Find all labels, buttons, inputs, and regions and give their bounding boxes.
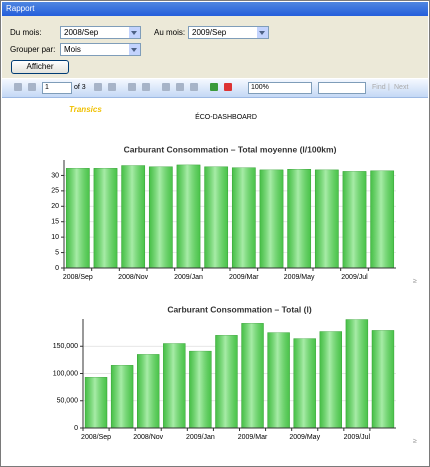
- y-tick-label: 30: [51, 172, 59, 179]
- stop-button[interactable]: [142, 83, 150, 91]
- page-marker: ≥: [413, 278, 417, 285]
- to-select[interactable]: 2009/Sep: [188, 26, 269, 39]
- from-value: 2008/Sep: [64, 28, 99, 37]
- from-select[interactable]: 2008/Sep: [60, 26, 141, 39]
- bar-shine: [85, 377, 107, 428]
- find-button[interactable]: Find: [372, 84, 386, 91]
- pdf-export-button[interactable]: [224, 83, 232, 91]
- x-tick-label: 2009/Jan: [174, 274, 203, 281]
- bar-shine: [241, 323, 264, 428]
- y-tick-label: 10: [51, 234, 59, 241]
- y-tick-label: 5: [55, 249, 59, 256]
- bar-shine: [215, 335, 238, 428]
- chart-title: Carburant Consommation – Total moyenne (…: [124, 144, 337, 154]
- x-tick-label: 2008/Sep: [81, 434, 111, 441]
- report-title: ÉCO-DASHBOARD: [195, 112, 257, 121]
- bar-shine: [121, 165, 145, 268]
- report-charts: Transics ÉCO-DASHBOARD ≥ ≥ Carburant Con…: [51, 105, 417, 445]
- bar-shine: [342, 171, 367, 268]
- x-tick-label: 2009/Jul: [341, 274, 368, 281]
- report-toolbar: 1 of 3 100% Find | Next: [2, 79, 428, 98]
- y-tick-label: 20: [51, 203, 59, 210]
- separator: |: [388, 84, 390, 91]
- bar-shine: [149, 166, 173, 268]
- bar-shine: [293, 338, 316, 428]
- x-tick-label: 2009/Jul: [344, 434, 371, 441]
- zoom-value: 100%: [251, 84, 269, 91]
- last-page-button[interactable]: [108, 83, 116, 91]
- bar-shine: [189, 351, 212, 428]
- y-tick-label: 15: [51, 219, 59, 226]
- bar-shine: [93, 168, 118, 268]
- next-page-button[interactable]: [94, 83, 102, 91]
- x-tick-label: 2009/Mar: [229, 274, 259, 281]
- zoom-select[interactable]: 100%: [248, 82, 312, 94]
- bar-shine: [204, 166, 228, 268]
- window-title: Rapport: [2, 2, 428, 16]
- first-page-button[interactable]: [14, 83, 22, 91]
- report-area: Transics ÉCO-DASHBOARD ≥ ≥ Carburant Con…: [7, 105, 423, 461]
- page-setup-button[interactable]: [190, 83, 198, 91]
- x-tick-label: 2008/Nov: [133, 434, 163, 441]
- chart-title: Carburant Consommation – Total (l): [167, 304, 312, 314]
- bar-shine: [111, 365, 134, 428]
- bar-shine: [315, 169, 339, 268]
- page-number: 1: [45, 84, 49, 91]
- y-tick-label: 25: [51, 188, 59, 195]
- x-tick-label: 2008/Sep: [63, 274, 93, 281]
- logo: Transics: [69, 105, 102, 114]
- group-label: Grouper par:: [10, 45, 56, 54]
- x-tick-label: 2009/May: [289, 434, 320, 441]
- to-value: 2009/Sep: [192, 28, 227, 37]
- bar-shine: [232, 167, 256, 268]
- bar-shine: [66, 168, 90, 268]
- x-tick-label: 2009/Jan: [186, 434, 215, 441]
- bar-shine: [319, 331, 342, 428]
- x-tick-label: 2008/Nov: [118, 274, 148, 281]
- group-select[interactable]: Mois: [60, 43, 141, 56]
- page-input[interactable]: 1: [42, 82, 72, 94]
- y-tick-label: 50,000: [57, 398, 79, 405]
- group-value: Mois: [64, 45, 81, 54]
- bar-shine: [345, 319, 368, 428]
- x-tick-label: 2009/May: [284, 274, 315, 281]
- print-layout-button[interactable]: [176, 83, 184, 91]
- y-tick-label: 0: [55, 265, 59, 272]
- bar-shine: [176, 164, 201, 268]
- next-button[interactable]: Next: [394, 84, 409, 91]
- y-tick-label: 150,000: [53, 343, 78, 350]
- back-button[interactable]: [128, 83, 136, 91]
- find-input[interactable]: [318, 82, 366, 94]
- x-tick-label: 2009/Mar: [238, 434, 268, 441]
- bar-shine: [137, 354, 160, 428]
- y-tick-label: 100,000: [53, 370, 78, 377]
- filter-form: Du mois: 2008/Sep Au mois: 2009/Sep Grou…: [2, 16, 428, 78]
- print-button[interactable]: [162, 83, 170, 91]
- bar-shine: [259, 169, 284, 268]
- bar-shine: [370, 170, 394, 268]
- page-count: of 3: [74, 84, 86, 91]
- excel-export-button[interactable]: [210, 83, 218, 91]
- bar-shine: [163, 343, 186, 428]
- to-label: Au mois:: [154, 28, 186, 37]
- bar-shine: [287, 169, 311, 268]
- bar-shine: [267, 332, 290, 428]
- prev-page-button[interactable]: [28, 83, 36, 91]
- from-label: Du mois:: [10, 28, 42, 37]
- submit-button[interactable]: Afficher: [11, 60, 69, 74]
- y-tick-label: 0: [74, 425, 78, 432]
- page-marker: ≥: [413, 438, 417, 445]
- bar-shine: [372, 330, 394, 428]
